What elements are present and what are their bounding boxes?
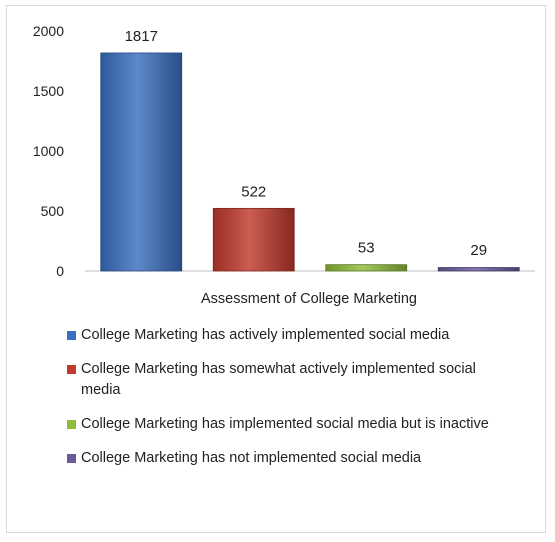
legend-swatch	[67, 365, 76, 374]
bar-2	[212, 207, 295, 272]
data-label-1: 1817	[125, 28, 158, 45]
y-tick-label: 0	[56, 263, 64, 279]
data-label-3: 53	[358, 240, 375, 257]
legend-item: College Marketing has implemented social…	[65, 414, 495, 435]
y-tick-label: 1500	[33, 83, 64, 99]
legend-label: College Marketing has somewhat actively …	[81, 361, 476, 398]
legend-label: College Marketing has actively implement…	[81, 327, 450, 343]
legend: College Marketing has actively implement…	[65, 325, 495, 482]
bar-chart: 0 500 1000 1500 2000 1817 522 53 29 Assessment …	[33, 23, 535, 306]
legend-label: College Marketing has implemented social…	[81, 416, 489, 432]
data-label-4: 29	[470, 242, 487, 259]
legend-item: College Marketing has not implemented so…	[65, 448, 495, 469]
data-label-2: 522	[241, 183, 266, 200]
bar-1	[100, 52, 183, 272]
legend-label: College Marketing has not implemented so…	[81, 450, 422, 466]
legend-swatch	[67, 454, 76, 463]
y-axis-ticks: 0 500 1000 1500 2000	[33, 23, 64, 279]
legend-swatch	[67, 331, 76, 340]
legend-item: College Marketing has somewhat actively …	[65, 359, 495, 401]
bars	[100, 52, 520, 272]
bar-4	[437, 267, 520, 272]
y-tick-label: 1000	[33, 143, 64, 159]
x-axis-title: Assessment of College Marketing	[201, 291, 417, 306]
y-tick-label: 500	[41, 203, 65, 219]
bar-3	[325, 264, 408, 272]
y-tick-label: 2000	[33, 23, 64, 39]
chart-frame: 0 500 1000 1500 2000 1817 522 53 29 Assessment …	[6, 5, 546, 533]
data-labels: 1817 522 53 29	[125, 28, 488, 259]
legend-item: College Marketing has actively implement…	[65, 325, 495, 346]
legend-swatch	[67, 420, 76, 429]
